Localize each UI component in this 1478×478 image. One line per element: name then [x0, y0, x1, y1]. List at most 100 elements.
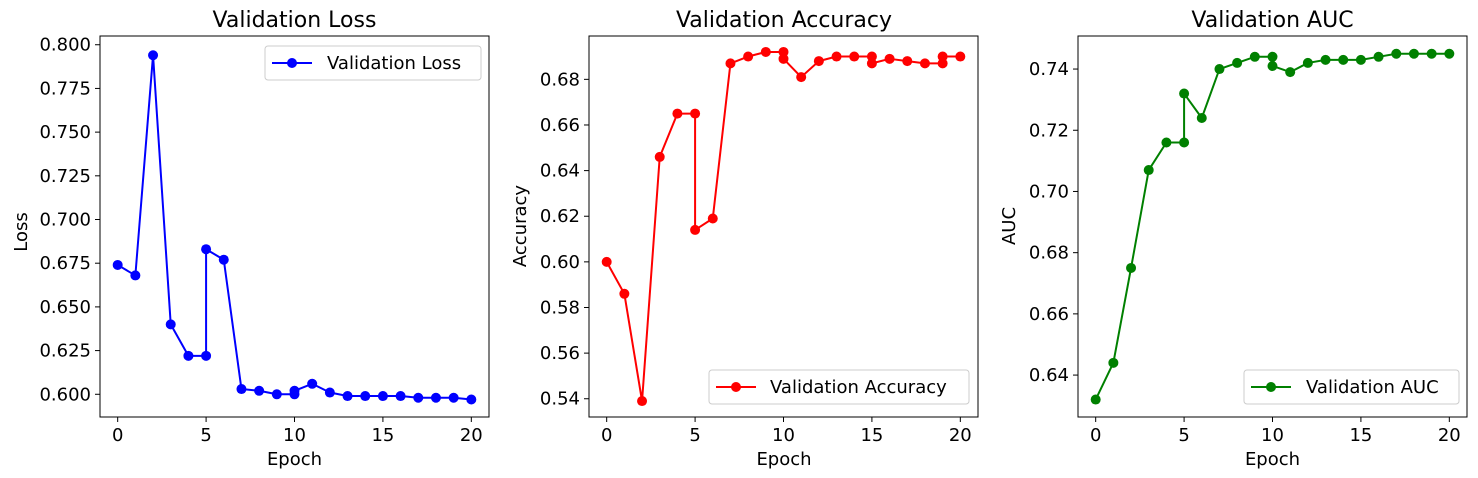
y-tick-label: 0.60	[540, 252, 580, 273]
legend: Validation Loss	[264, 45, 482, 81]
x-axis-label: Epoch	[1245, 449, 1300, 470]
y-tick-label: 0.74	[1029, 59, 1069, 80]
chart-panel-auc: Validation AUC Epoch AUC 0 5 10 15 20 0.640.…	[999, 8, 1468, 470]
data-point	[1232, 57, 1243, 68]
data-point	[1444, 48, 1455, 59]
y-tick-label: 0.700	[39, 210, 91, 231]
data-point	[112, 259, 123, 270]
x-tick-label: 0	[1090, 425, 1101, 446]
chart-title: Validation Loss	[213, 8, 377, 33]
y-tick-label: 0.675	[39, 253, 91, 274]
data-point	[1426, 48, 1437, 59]
y-tick-label: 0.650	[39, 297, 91, 318]
data-point	[654, 151, 665, 162]
series-layer	[112, 50, 477, 405]
data-point	[760, 46, 771, 57]
data-point	[637, 396, 648, 407]
y-axis-label: AUC	[999, 207, 1020, 245]
data-point	[1267, 60, 1278, 71]
data-point	[1391, 48, 1402, 59]
data-point	[707, 213, 718, 224]
y-tick-label: 0.800	[39, 35, 91, 56]
y-ticks: 0.64 0.66 0.68 0.70 0.72 0.74	[1029, 59, 1078, 386]
data-point	[324, 387, 335, 398]
data-point	[254, 385, 265, 396]
legend-frame	[708, 369, 970, 405]
series-line	[605, 50, 961, 403]
y-tick-label: 0.68	[540, 69, 580, 90]
x-tick-label: 10	[772, 425, 795, 446]
data-point	[466, 394, 477, 405]
data-point	[430, 392, 441, 403]
data-point	[1126, 262, 1137, 273]
data-point	[183, 350, 194, 361]
data-point	[377, 391, 388, 402]
data-point	[395, 391, 406, 402]
data-point	[778, 46, 789, 57]
chart-title: Validation AUC	[1191, 8, 1353, 33]
data-point	[236, 384, 247, 395]
y-tick-label: 0.58	[540, 297, 580, 318]
data-point	[1196, 113, 1207, 124]
y-tick-label: 0.68	[1029, 243, 1069, 264]
data-point	[1338, 54, 1349, 65]
legend-label: Validation Loss	[327, 53, 461, 74]
data-point	[690, 108, 701, 119]
legend: Validation AUC	[1243, 369, 1460, 405]
x-tick-label: 5	[200, 425, 211, 446]
data-point	[1249, 51, 1260, 62]
series-layer	[601, 46, 966, 407]
data-point	[1373, 51, 1384, 62]
y-tick-label: 0.66	[1029, 304, 1069, 325]
data-point	[849, 51, 860, 62]
x-tick-label: 5	[689, 425, 700, 446]
data-point	[866, 51, 877, 62]
data-point	[1108, 357, 1119, 368]
data-point	[201, 244, 212, 255]
y-axis-label: Accuracy	[510, 185, 531, 268]
data-point	[937, 58, 948, 69]
data-point	[1090, 394, 1101, 405]
y-axis-label: Loss	[11, 212, 32, 251]
x-ticks: 0 5 10 15 20	[112, 417, 483, 446]
legend: Validation Accuracy	[708, 369, 970, 405]
data-point	[743, 51, 754, 62]
data-point	[1408, 48, 1419, 59]
y-tick-label: 0.72	[1029, 120, 1069, 141]
y-tick-label: 0.56	[540, 343, 580, 364]
x-tick-label: 0	[112, 425, 123, 446]
legend-frame	[1243, 369, 1460, 405]
data-point	[1161, 137, 1172, 148]
data-point	[601, 256, 612, 267]
x-tick-label: 15	[860, 425, 883, 446]
data-point	[831, 51, 842, 62]
data-point	[1355, 54, 1366, 65]
plot-area-frame	[99, 35, 490, 418]
data-point	[919, 58, 930, 69]
y-tick-label: 0.625	[39, 341, 91, 362]
data-point	[884, 53, 895, 64]
data-point	[902, 56, 913, 67]
x-tick-label: 20	[949, 425, 972, 446]
data-point	[413, 392, 424, 403]
y-tick-label: 0.66	[540, 115, 580, 136]
x-tick-label: 10	[283, 425, 306, 446]
data-point	[1214, 64, 1225, 75]
data-point	[937, 51, 948, 62]
legend-marker-swatch	[287, 58, 297, 68]
data-point	[218, 254, 229, 265]
x-ticks: 0 5 10 15 20	[601, 417, 972, 446]
data-point	[130, 270, 141, 281]
series-line	[117, 54, 472, 401]
data-point	[1285, 67, 1296, 78]
chart-panel-loss: Validation Loss Epoch Loss 0 5 10 15 20 0.60…	[11, 8, 490, 470]
data-point	[148, 50, 159, 61]
x-tick-label: 20	[1438, 425, 1461, 446]
series-layer	[1090, 48, 1455, 405]
data-point	[271, 389, 282, 400]
data-point	[289, 385, 300, 396]
legend-frame	[264, 45, 482, 81]
data-point	[778, 53, 789, 64]
y-tick-label: 0.600	[39, 384, 91, 405]
